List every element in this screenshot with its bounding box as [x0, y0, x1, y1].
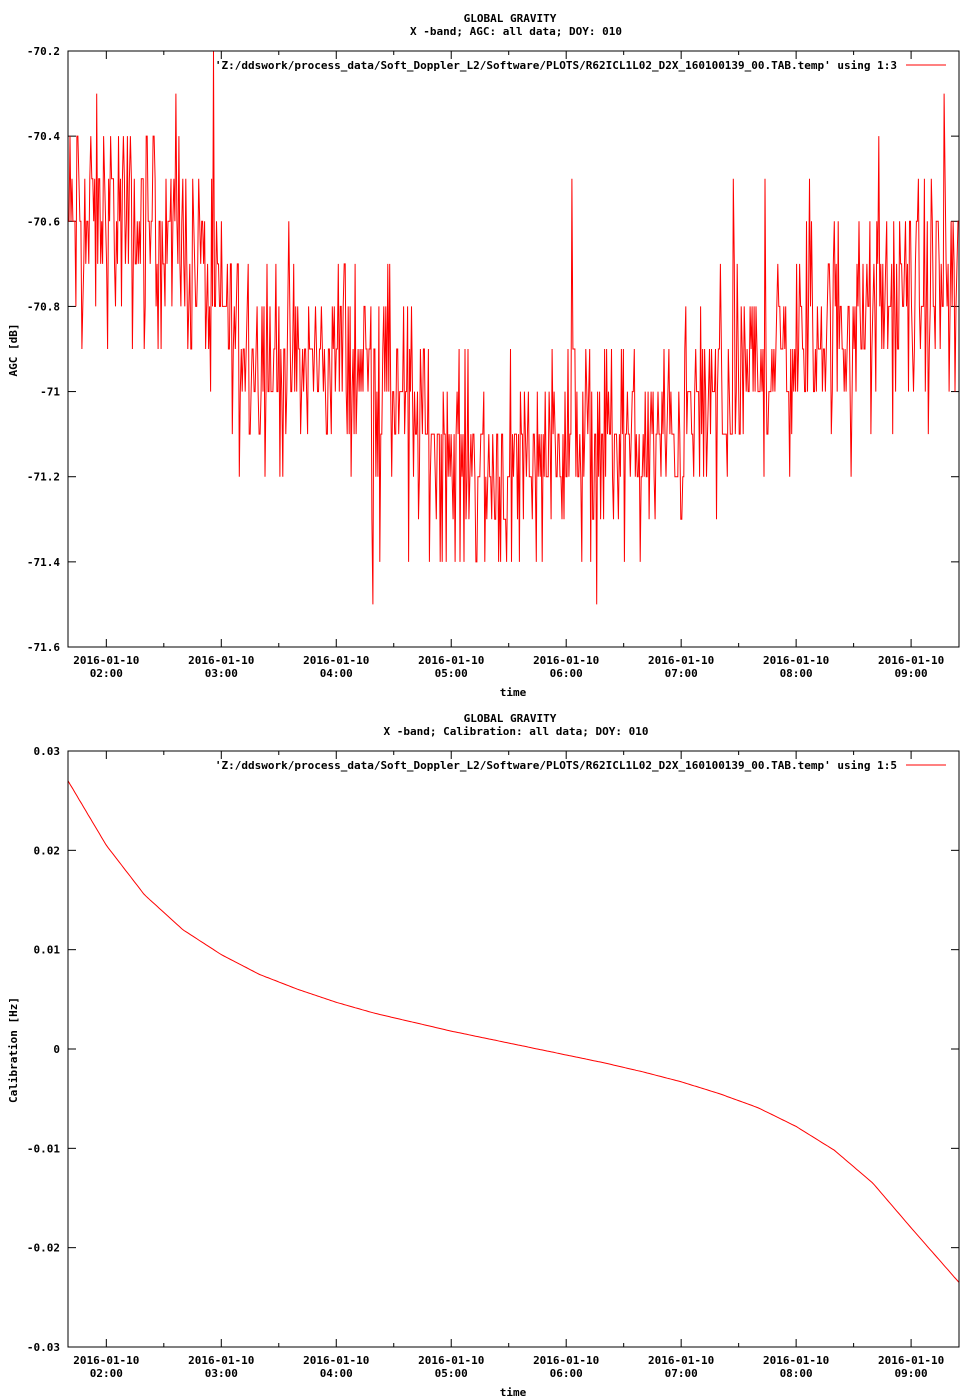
- x-tick-label-time: 02:00: [90, 667, 123, 680]
- x-axis-label: time: [500, 1386, 527, 1399]
- x-tick-label-time: 04:00: [320, 1367, 353, 1380]
- agc-chart: GLOBAL GRAVITY X -band; AGC: all data; D…: [7, 12, 960, 699]
- y-axis-label: AGC [dB]: [7, 324, 20, 377]
- x-tick-label-date: 2016-01-10: [533, 1354, 599, 1367]
- calibration-chart: GLOBAL GRAVITY X -band; Calibration: all…: [7, 712, 960, 1399]
- y-tick-label: -70.6: [27, 215, 60, 228]
- chart-title: GLOBAL GRAVITY: [464, 12, 557, 25]
- x-tick-label-date: 2016-01-10: [533, 654, 599, 667]
- y-tick-label: -0.01: [27, 1142, 60, 1155]
- x-axis-label: time: [500, 686, 527, 699]
- y-tick-label: 0: [53, 1043, 60, 1056]
- x-tick-label-date: 2016-01-10: [303, 654, 369, 667]
- y-tick-label: -70.4: [27, 130, 60, 143]
- axis-ticks: -70.2 -70.4 -70.6 -70.8 -71 -71.2 -71.4 -71.6 20…: [27, 45, 959, 680]
- x-tick-label-time: 07:00: [665, 667, 698, 680]
- x-tick-label-time: 03:00: [205, 667, 238, 680]
- plot-frame: [67, 50, 960, 648]
- x-tick-label-time: 09:00: [895, 667, 928, 680]
- chart-subtitle: X -band; Calibration: all data; DOY: 010: [384, 725, 649, 738]
- x-tick-label-time: 05:00: [435, 667, 468, 680]
- y-tick-label: 0.02: [34, 844, 61, 857]
- y-tick-label: 0.03: [34, 745, 61, 758]
- x-tick-label-date: 2016-01-10: [188, 1354, 254, 1367]
- x-tick-label-date: 2016-01-10: [188, 654, 254, 667]
- x-tick-label-time: 06:00: [550, 1367, 583, 1380]
- y-tick-label: 0.01: [34, 944, 61, 957]
- x-tick-label-date: 2016-01-10: [763, 654, 829, 667]
- x-tick-label-time: 08:00: [780, 667, 813, 680]
- x-tick-label-date: 2016-01-10: [648, 1354, 714, 1367]
- axis-ticks: 0.030.020.010-0.01-0.02-0.032016-01-1002…: [27, 745, 959, 1380]
- x-tick-label-date: 2016-01-10: [878, 1354, 944, 1367]
- y-tick-label: -71: [40, 386, 60, 399]
- y-tick-label: -0.03: [27, 1341, 60, 1354]
- series-group: [68, 50, 959, 605]
- x-tick-label-date: 2016-01-10: [303, 1354, 369, 1367]
- series-line-0: [67, 780, 960, 1283]
- y-tick-label: -71.6: [27, 641, 60, 654]
- x-tick-label-time: 05:00: [435, 1367, 468, 1380]
- x-tick-label-time: 08:00: [780, 1367, 813, 1380]
- y-tick-label: -0.02: [27, 1242, 60, 1255]
- y-tick-label: -70.2: [27, 45, 60, 58]
- x-tick-label-date: 2016-01-10: [418, 1354, 484, 1367]
- legend: 'Z:/ddswork/process_data/Soft_Doppler_L2…: [215, 759, 946, 772]
- y-tick-label: -70.8: [27, 300, 60, 313]
- chart-subtitle: X -band; AGC: all data; DOY: 010: [410, 25, 622, 38]
- y-axis-label: Calibration [Hz]: [7, 997, 20, 1103]
- x-tick-label-date: 2016-01-10: [73, 1354, 139, 1367]
- x-tick-label-time: 03:00: [205, 1367, 238, 1380]
- y-tick-label: -71.4: [27, 556, 60, 569]
- series-line-0: [68, 50, 959, 605]
- x-tick-label-time: 07:00: [665, 1367, 698, 1380]
- x-tick-label-time: 02:00: [90, 1367, 123, 1380]
- series-group: [67, 780, 960, 1283]
- x-tick-label-time: 04:00: [320, 667, 353, 680]
- y-tick-label: -71.2: [27, 471, 60, 484]
- x-tick-label-time: 06:00: [550, 667, 583, 680]
- legend: 'Z:/ddswork/process_data/Soft_Doppler_L2…: [215, 59, 946, 72]
- x-tick-label-date: 2016-01-10: [418, 654, 484, 667]
- x-tick-label-date: 2016-01-10: [73, 654, 139, 667]
- x-tick-label-time: 09:00: [895, 1367, 928, 1380]
- x-tick-label-date: 2016-01-10: [878, 654, 944, 667]
- x-tick-label-date: 2016-01-10: [648, 654, 714, 667]
- chart-title: GLOBAL GRAVITY: [464, 712, 557, 725]
- legend-label: 'Z:/ddswork/process_data/Soft_Doppler_L2…: [215, 59, 897, 72]
- legend-label: 'Z:/ddswork/process_data/Soft_Doppler_L2…: [215, 759, 897, 772]
- x-tick-label-date: 2016-01-10: [763, 1354, 829, 1367]
- plot-frame: [67, 750, 960, 1348]
